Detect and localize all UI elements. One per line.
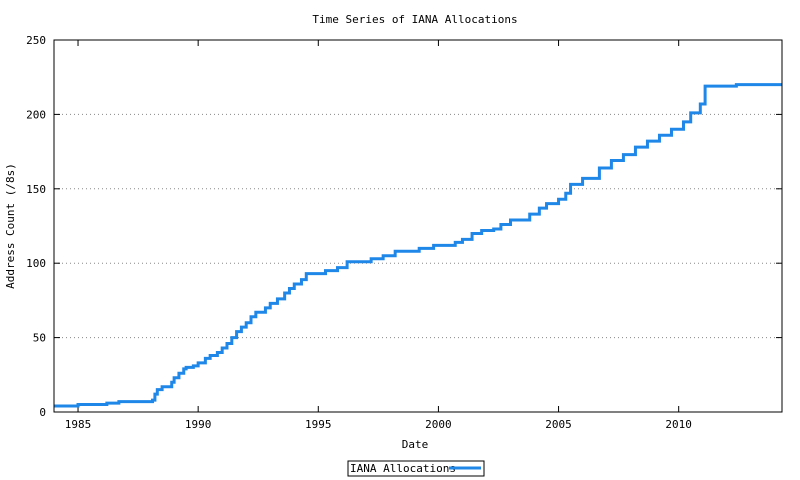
legend-label: IANA Allocations bbox=[350, 462, 456, 475]
chart-title: Time Series of IANA Allocations bbox=[312, 13, 517, 26]
axis-ticks: 0 50 100 150 200 250 1985 1990 1995 2000 2005 2010 bbox=[26, 34, 782, 431]
series-line bbox=[54, 83, 782, 408]
plot-frame bbox=[53, 39, 783, 413]
legend-box bbox=[347, 460, 485, 477]
y-tick-label: 50 bbox=[33, 332, 46, 345]
y-tick-label: 250 bbox=[26, 34, 46, 47]
grid-lines bbox=[54, 113, 782, 339]
x-tick-label: 1990 bbox=[185, 418, 212, 431]
x-tick-label: 2010 bbox=[665, 418, 692, 431]
y-tick-label: 0 bbox=[39, 406, 46, 419]
x-tick-label: 1995 bbox=[305, 418, 332, 431]
y-tick-label: 150 bbox=[26, 183, 46, 196]
y-tick-label: 100 bbox=[26, 257, 46, 270]
x-tick-label: 2005 bbox=[545, 418, 572, 431]
y-tick-label: 200 bbox=[26, 108, 46, 121]
x-axis-label: Date bbox=[402, 438, 429, 451]
x-tick-label: 1985 bbox=[65, 418, 92, 431]
legend: IANA Allocations bbox=[347, 460, 485, 477]
y-axis-label: Address Count (/8s) bbox=[4, 163, 17, 289]
x-tick-label: 2000 bbox=[425, 418, 452, 431]
